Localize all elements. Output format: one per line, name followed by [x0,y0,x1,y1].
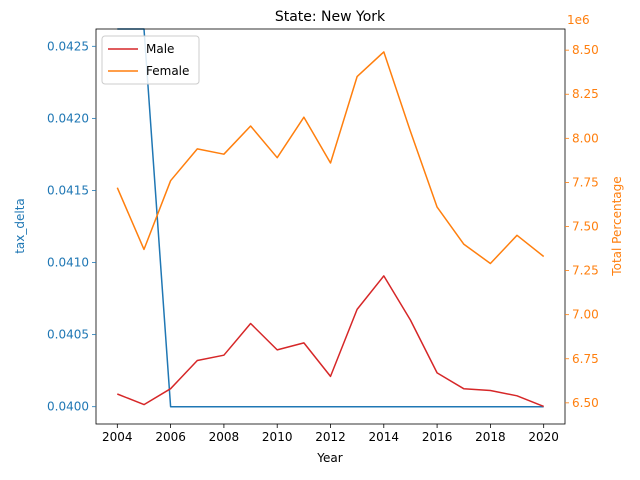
x-tick-label: 2016 [422,430,453,444]
y-right-tick-label: 8.50 [572,43,599,57]
series-line-male [117,275,544,408]
y-axis-left-label: tax_delta [13,198,27,254]
y-right-tick-label: 6.75 [572,352,599,366]
y-left-tick-label: 0.0410 [47,256,89,270]
legend-box [101,35,200,85]
chart-title: State: New York [275,9,386,25]
x-tick-label: 2018 [475,430,506,444]
y-axis-left: 0.0400 0.0405 0.0410 0.0415 0.0420 0.0425 [47,39,96,414]
y-right-tick-label: 7.50 [572,220,599,234]
x-tick-label: 2020 [528,430,559,444]
legend-label-male: Male [146,42,174,56]
y-axis-right: 6.50 6.75 7.00 7.25 7.50 7.75 8.00 8.25 8.50 [565,43,599,410]
y-right-tick-label: 7.00 [572,308,599,322]
x-axis: 2004 2006 2008 2010 2012 2014 2016 2018 2020 [102,424,559,444]
y-axis-right-label: Total Percentage [610,176,624,276]
x-tick-label: 2008 [209,430,240,444]
x-tick-label: 2012 [315,430,346,444]
y-right-tick-label: 8.00 [572,131,599,145]
y-left-tick-label: 0.0420 [47,111,89,125]
y-right-tick-label: 6.50 [572,396,599,410]
y-left-tick-label: 0.0415 [47,183,89,197]
x-tick-label: 2006 [155,430,186,444]
y-right-tick-label: 8.25 [572,87,599,101]
y-right-tick-label: 7.25 [572,264,599,278]
series-line-female [116,51,545,265]
x-axis-label: Year [316,451,342,465]
y-right-tick-label: 7.75 [572,175,599,189]
x-tick-label: 2014 [369,430,400,444]
y-left-tick-label: 0.0400 [47,400,89,414]
legend-label-female: Female [146,64,189,78]
plot-lines [116,28,545,408]
y-axis-right-offset: 1e6 [567,13,590,27]
legend: Male Female [101,35,200,85]
series-line-tax-delta [117,28,544,408]
y-left-tick-label: 0.0425 [47,39,89,53]
x-tick-label: 2010 [262,430,293,444]
y-left-tick-label: 0.0405 [47,328,89,342]
x-tick-label: 2004 [102,430,133,444]
